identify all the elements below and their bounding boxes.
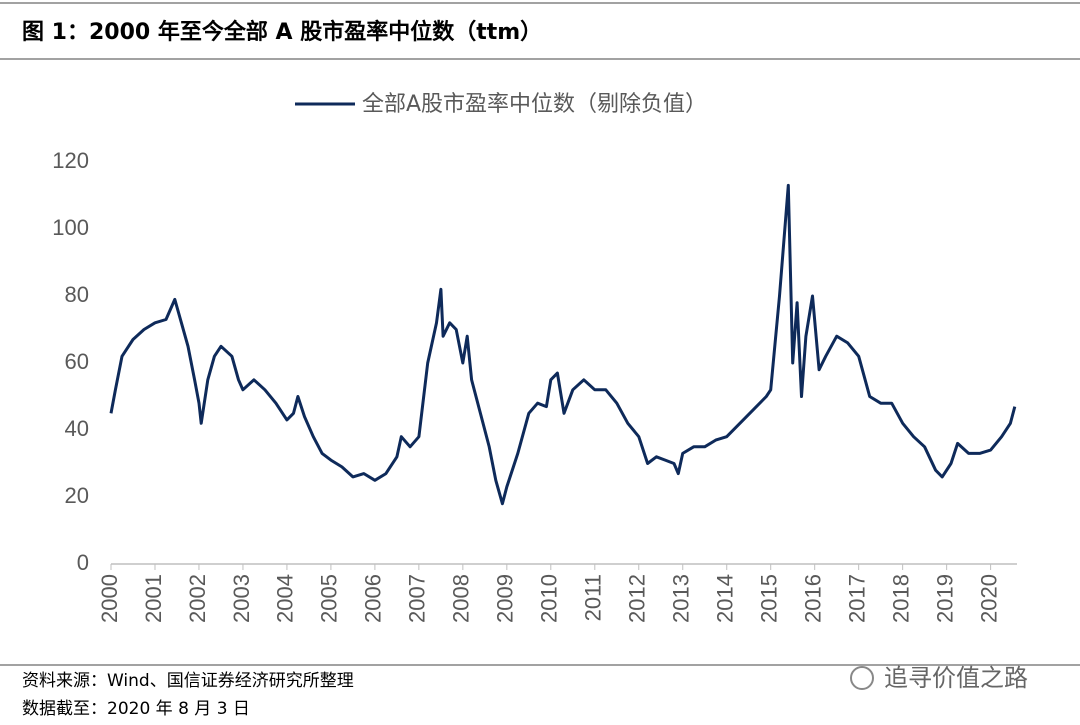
x-tick-label: 2019 xyxy=(932,574,957,623)
y-tick-label: 60 xyxy=(65,349,89,374)
x-tick-label: 2005 xyxy=(317,574,342,623)
y-tick-label: 40 xyxy=(65,416,89,441)
x-tick-label: 2018 xyxy=(888,574,913,623)
y-tick-label: 120 xyxy=(52,148,89,173)
x-tick-label: 2014 xyxy=(713,574,738,623)
watermark: 追寻价值之路 xyxy=(884,664,1028,692)
x-tick-label: 2007 xyxy=(405,574,430,623)
x-tick-label: 2009 xyxy=(493,574,518,623)
x-tick-label: 2003 xyxy=(229,574,254,623)
x-tick-label: 2006 xyxy=(361,574,386,623)
x-tick-label: 2016 xyxy=(801,574,826,623)
x-tick-label: 2015 xyxy=(757,574,782,623)
series-line xyxy=(109,183,1017,506)
watermark-icon xyxy=(850,666,874,690)
y-tick-label: 20 xyxy=(65,483,89,508)
x-tick-label: 2004 xyxy=(273,574,298,623)
x-tick-label: 2017 xyxy=(844,574,869,623)
chart-title: 图 1：2000 年至今全部 A 股市盈率中位数（ttm） xyxy=(22,19,542,45)
y-tick-label: 80 xyxy=(65,282,89,307)
y-tick-label: 100 xyxy=(52,215,89,240)
y-tick-label: 0 xyxy=(77,550,89,575)
x-tick-label: 2002 xyxy=(185,574,210,623)
x-tick-label: 2011 xyxy=(581,574,606,621)
date-note: 数据截至：2020 年 8 月 3 日 xyxy=(22,699,250,719)
x-tick-label: 2012 xyxy=(625,574,650,623)
legend-label: 全部A股市盈率中位数（剔除负值） xyxy=(362,92,707,117)
x-tick-label: 2013 xyxy=(669,574,694,623)
x-tick-label: 2010 xyxy=(537,574,562,623)
source: 资料来源：Wind、国信证券经济研究所整理 xyxy=(22,671,354,691)
x-tick-label: 2001 xyxy=(141,574,166,623)
x-tick-label: 2008 xyxy=(449,574,474,623)
x-tick-label: 2020 xyxy=(976,574,1001,623)
x-tick-label: 2000 xyxy=(97,574,122,623)
